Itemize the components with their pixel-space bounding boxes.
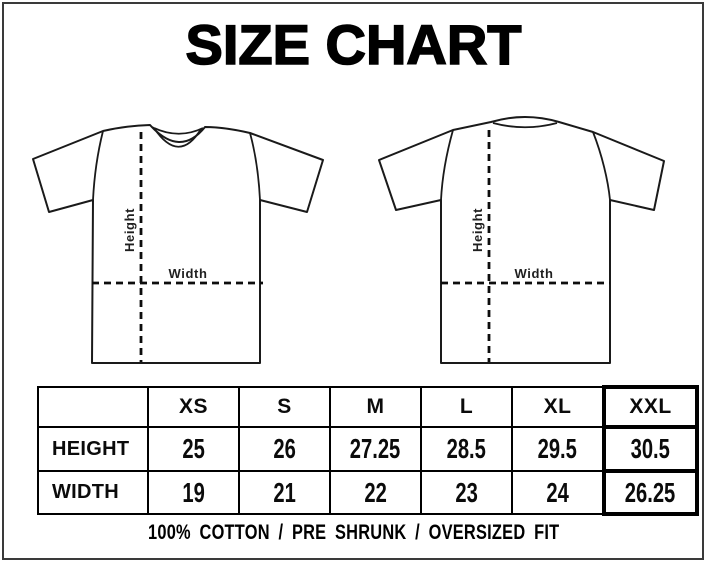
size-col-header-xxl: XXL [602, 385, 699, 429]
size-col-header-l: L [420, 386, 513, 428]
width-value-xl: 24 [511, 470, 605, 515]
front-left-shoulder-seam [92, 130, 104, 201]
width-value-l: 23 [420, 470, 513, 515]
tshirt-front-diagram: Height Width [20, 100, 350, 380]
back-right-shoulder-seam [592, 131, 611, 201]
back-width-label: Width [515, 266, 554, 281]
front-width-label: Width [169, 266, 208, 281]
cell-value: 28.5 [446, 433, 487, 464]
tshirt-back-svg: Height Width [378, 116, 665, 364]
cell-value: 23 [455, 476, 478, 508]
cell-value: 27.25 [350, 433, 401, 464]
tshirt-front-svg: Height Width [32, 124, 324, 364]
table-header-row: XS S M L XL XXL [37, 385, 699, 429]
cell-value: 29.5 [537, 433, 578, 464]
front-collar-back-line [151, 126, 204, 135]
footer-note: 100% COTTON / PRE SHRUNK / OVERSIZED FIT [0, 518, 707, 548]
row-label-width: WIDTH [37, 470, 149, 515]
cell-value: 25 [182, 433, 205, 464]
table-row-height: HEIGHT 25 26 27.25 28.5 29.5 30.5 [37, 425, 699, 473]
width-value-xxl: 26.25 [602, 469, 699, 516]
size-col-header-xl: XL [511, 386, 605, 428]
width-value-xs: 19 [147, 470, 240, 515]
corner-cell [37, 386, 149, 428]
cell-value: 26 [273, 433, 296, 464]
cell-value: 24 [546, 476, 569, 508]
height-value-s: 26 [238, 426, 331, 472]
page-title: SIZE CHART [185, 13, 523, 76]
cell-value: 22 [364, 476, 387, 508]
front-collar-inner-band [153, 127, 202, 148]
table-row-width: WIDTH 19 21 22 23 24 26.25 [37, 469, 699, 516]
front-right-shoulder-seam [249, 132, 261, 201]
width-value-s: 21 [238, 470, 331, 515]
cell-value: 19 [182, 476, 205, 508]
cell-value: 21 [273, 476, 296, 508]
height-value-m: 27.25 [329, 426, 422, 472]
size-col-header-xs: XS [147, 386, 240, 428]
front-height-label: Height [122, 208, 137, 252]
cell-value: 30.5 [630, 433, 671, 464]
height-value-xs: 25 [147, 426, 240, 472]
height-value-xxl: 30.5 [602, 425, 699, 473]
tshirt-back-diagram: Height Width [358, 100, 688, 380]
cell-value: 26.25 [625, 476, 676, 508]
back-collar-band [492, 122, 558, 129]
back-left-shoulder-seam [440, 129, 454, 201]
back-height-label: Height [470, 208, 485, 252]
height-value-xl: 29.5 [511, 426, 605, 472]
tshirt-front-outline [32, 124, 324, 364]
width-value-m: 22 [329, 470, 422, 515]
footer-note-text: 100% COTTON / PRE SHRUNK / OVERSIZED FIT [147, 521, 560, 544]
tshirt-back-outline [378, 116, 665, 364]
size-col-header-s: S [238, 386, 331, 428]
height-value-l: 28.5 [420, 426, 513, 472]
size-chart-table: XS S M L XL XXL HEIGHT 25 26 27.25 28.5 … [37, 385, 699, 516]
row-label-height: HEIGHT [37, 426, 149, 472]
size-col-header-m: M [329, 386, 422, 428]
